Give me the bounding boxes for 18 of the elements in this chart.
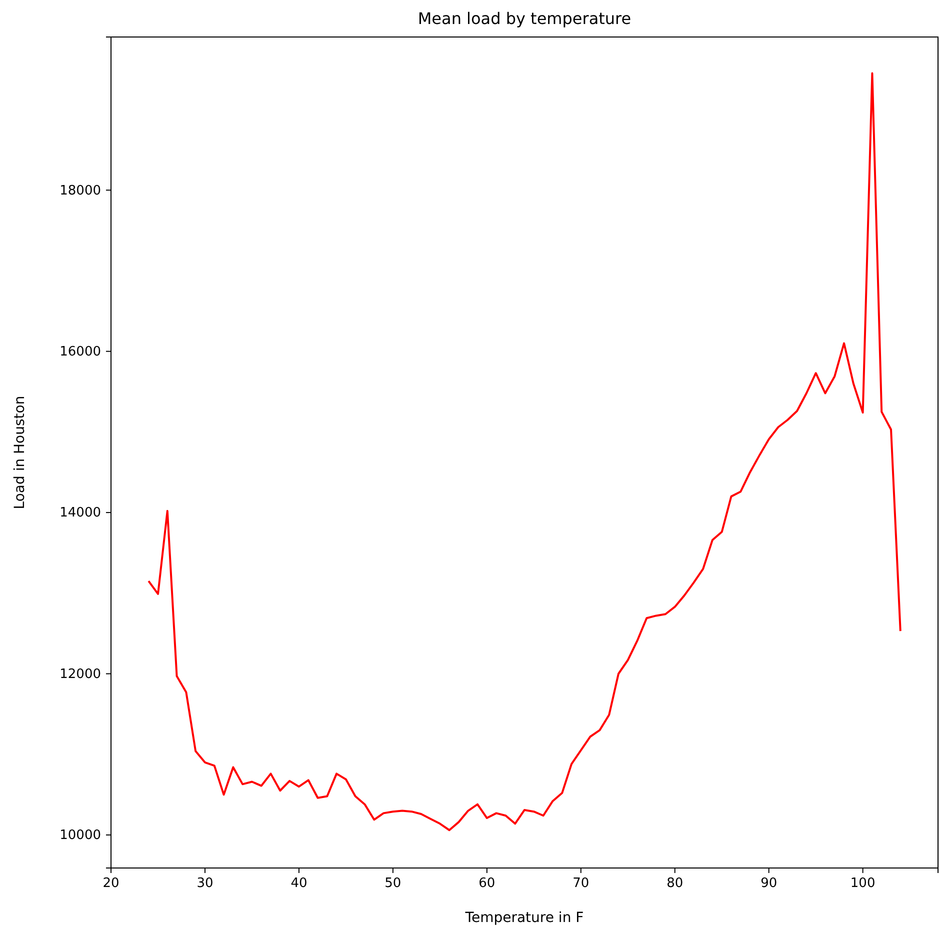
- x-tick-label: 20: [102, 876, 120, 892]
- x-tick-label: 80: [666, 876, 684, 892]
- x-tick-label: 30: [196, 876, 214, 892]
- x-tick-label: 50: [384, 876, 402, 892]
- y-tick-label: 10000: [60, 828, 101, 844]
- y-tick-label: 14000: [60, 506, 101, 521]
- y-tick-label: 12000: [60, 666, 101, 682]
- y-axis-title: Load in Houston: [12, 396, 28, 510]
- chart-title: Mean load by temperature: [418, 9, 632, 28]
- x-tick-label: 60: [478, 876, 496, 892]
- y-tick-label: 16000: [60, 344, 101, 360]
- y-tick-label: 18000: [60, 183, 101, 198]
- x-axis-title: Temperature in F: [464, 910, 584, 926]
- x-tick-label: 100: [850, 876, 876, 892]
- x-tick-label: 90: [760, 876, 778, 892]
- x-tick-label: 70: [572, 876, 590, 892]
- line-series: [148, 72, 902, 832]
- x-tick-label: 40: [290, 876, 308, 892]
